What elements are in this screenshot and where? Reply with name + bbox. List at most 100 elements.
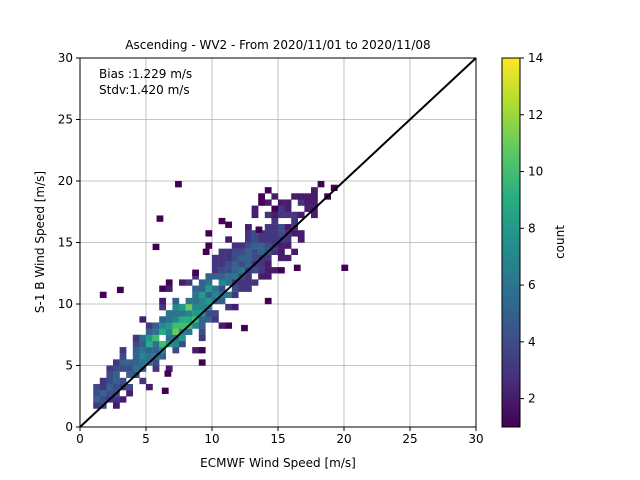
heatmap-cell xyxy=(172,316,180,323)
heatmap-cell xyxy=(165,328,173,335)
heatmap-cell xyxy=(218,248,226,255)
heatmap-cell xyxy=(258,267,265,274)
heatmap-cell xyxy=(264,230,272,237)
heatmap-cell xyxy=(251,211,259,219)
heatmap-cell xyxy=(146,347,153,354)
heatmap-cell xyxy=(284,236,292,243)
heatmap-cell xyxy=(198,322,206,329)
heatmap-cell xyxy=(192,291,199,299)
heatmap-cell xyxy=(212,267,219,274)
heatmap-cell xyxy=(291,217,298,225)
heatmap-cell xyxy=(284,254,292,262)
heatmap-cell xyxy=(113,365,120,372)
heatmap-cell xyxy=(106,390,114,397)
heatmap-cell xyxy=(304,199,312,206)
heatmap-cell xyxy=(218,285,226,292)
heatmap-cell xyxy=(264,199,272,206)
heatmap-cell xyxy=(172,328,180,335)
heatmap-cell xyxy=(179,279,186,286)
heatmap-cell xyxy=(278,242,285,249)
heatmap-cell xyxy=(152,328,160,335)
heatmap-cell xyxy=(119,347,127,354)
heatmap-cell xyxy=(205,279,213,286)
heatmap-cell xyxy=(179,340,186,348)
identity-line xyxy=(79,57,477,428)
heatmap-cell xyxy=(291,193,298,200)
heatmap-cell xyxy=(185,297,193,305)
heatmap-cell xyxy=(291,211,298,219)
heatmap-cell xyxy=(172,297,180,305)
heatmap-cell xyxy=(258,193,265,200)
heatmap-cell xyxy=(198,328,206,335)
heatmap-cell xyxy=(264,267,272,274)
heatmap-cell xyxy=(146,334,153,342)
heatmap-cell xyxy=(251,230,259,237)
y-axis-ticks: 0 5 10 15 20 25 30 xyxy=(58,51,80,434)
x-tick-label: 5 xyxy=(142,432,150,446)
heatmap-cell xyxy=(212,254,219,262)
heatmap-cell xyxy=(225,279,232,286)
heatmap-cell xyxy=(258,199,265,206)
heatmap-cell xyxy=(245,248,252,255)
heatmap-cell xyxy=(185,316,193,323)
heatmap-cell xyxy=(93,402,100,409)
heatmap-cell xyxy=(99,377,107,385)
heatmap-cell xyxy=(311,199,318,206)
heatmap-cell xyxy=(172,304,180,311)
x-axis-ticks: 0 5 10 15 20 25 30 xyxy=(76,427,484,446)
chart-title: Ascending - WV2 - From 2020/11/01 to 202… xyxy=(125,38,430,52)
heatmap-cell xyxy=(113,359,120,366)
heatmap-cell xyxy=(119,353,127,360)
heatmap-cell xyxy=(146,340,153,348)
heatmap-cell xyxy=(212,316,219,323)
heatmap-cell xyxy=(264,211,272,219)
heatmap-cell xyxy=(258,230,265,237)
heatmap-cell xyxy=(172,340,180,348)
heatmap-cell xyxy=(126,359,133,366)
heatmap-cell xyxy=(198,359,206,366)
heatmap-cell xyxy=(218,260,226,268)
heatmap-cell xyxy=(192,285,199,292)
y-tick-label: 15 xyxy=(58,236,73,250)
heatmap-cell xyxy=(278,224,285,231)
annotation-bias: Bias :1.229 m/s xyxy=(99,67,192,81)
heatmap-cell xyxy=(231,248,239,255)
heatmap-cell xyxy=(99,390,107,397)
heatmap-cell xyxy=(271,205,279,212)
heatmap-cell xyxy=(165,316,173,323)
colorbar-label: count xyxy=(553,225,567,259)
x-tick-label: 25 xyxy=(402,432,417,446)
heatmap-cell xyxy=(152,322,160,329)
x-tick-label: 0 xyxy=(76,432,84,446)
heatmap-cell xyxy=(113,402,120,409)
heatmap-cell xyxy=(161,387,169,394)
heatmap-cell xyxy=(231,242,239,249)
y-tick-label: 0 xyxy=(65,420,73,434)
heatmap-cell xyxy=(205,310,213,317)
heatmap-cell xyxy=(278,199,285,206)
heatmap-cell xyxy=(205,285,213,292)
heatmap-cell xyxy=(258,236,265,243)
heatmap-cell xyxy=(205,230,213,237)
heatmap-cell xyxy=(225,260,232,268)
heatmap-cell xyxy=(251,248,259,255)
heatmap-cell xyxy=(159,353,166,360)
heatmap-cell xyxy=(297,236,305,243)
heatmap-cell xyxy=(245,242,252,249)
heatmap-cell xyxy=(245,254,252,262)
heatmap-cell xyxy=(264,260,272,268)
colorbar-tick-label: 12 xyxy=(528,108,543,122)
heatmap-cell xyxy=(159,328,166,335)
colorbar-tick-label: 4 xyxy=(528,335,536,349)
heatmap-cell xyxy=(116,286,124,294)
colorbar-tick-label: 2 xyxy=(528,392,536,406)
heatmap-cell xyxy=(106,365,114,372)
y-tick-label: 20 xyxy=(58,174,73,188)
heatmap-cell xyxy=(113,383,120,391)
heatmap-cell xyxy=(231,285,239,292)
colorbar-tick-label: 10 xyxy=(528,165,543,179)
heatmap-cell xyxy=(297,199,305,206)
heatmap-cell xyxy=(106,383,114,391)
heatmap-cell xyxy=(93,383,100,391)
